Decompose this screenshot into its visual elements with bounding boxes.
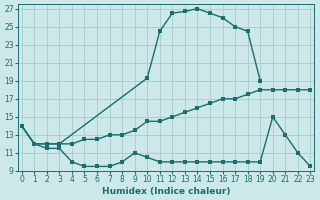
X-axis label: Humidex (Indice chaleur): Humidex (Indice chaleur): [102, 187, 230, 196]
